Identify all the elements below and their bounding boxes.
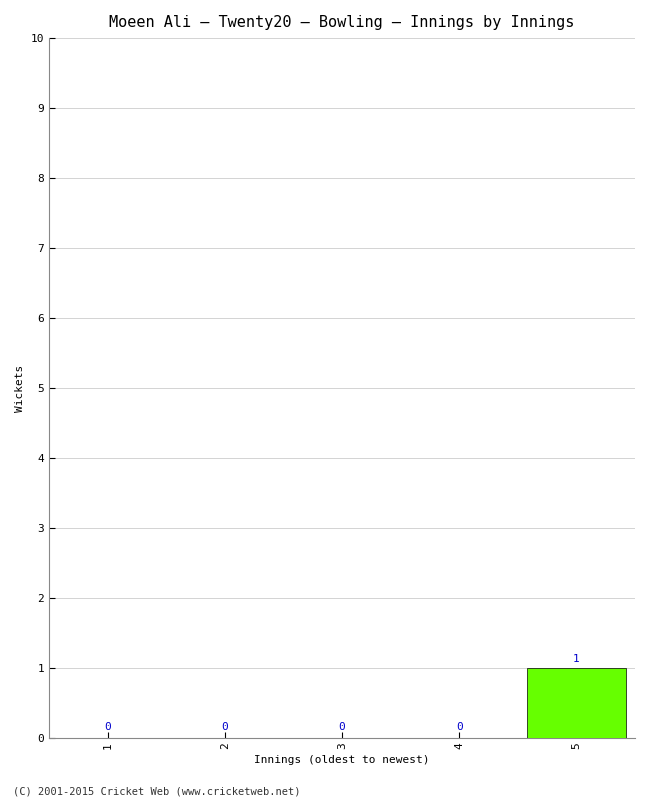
Title: Moeen Ali – Twenty20 – Bowling – Innings by Innings: Moeen Ali – Twenty20 – Bowling – Innings… <box>109 15 575 30</box>
Text: 0: 0 <box>456 722 463 732</box>
Text: (C) 2001-2015 Cricket Web (www.cricketweb.net): (C) 2001-2015 Cricket Web (www.cricketwe… <box>13 786 300 796</box>
Text: 0: 0 <box>222 722 228 732</box>
Text: 0: 0 <box>339 722 345 732</box>
X-axis label: Innings (oldest to newest): Innings (oldest to newest) <box>254 755 430 765</box>
Text: 1: 1 <box>573 654 580 664</box>
Y-axis label: Wickets: Wickets <box>15 364 25 411</box>
Bar <box>526 668 626 738</box>
Text: 0: 0 <box>104 722 111 732</box>
